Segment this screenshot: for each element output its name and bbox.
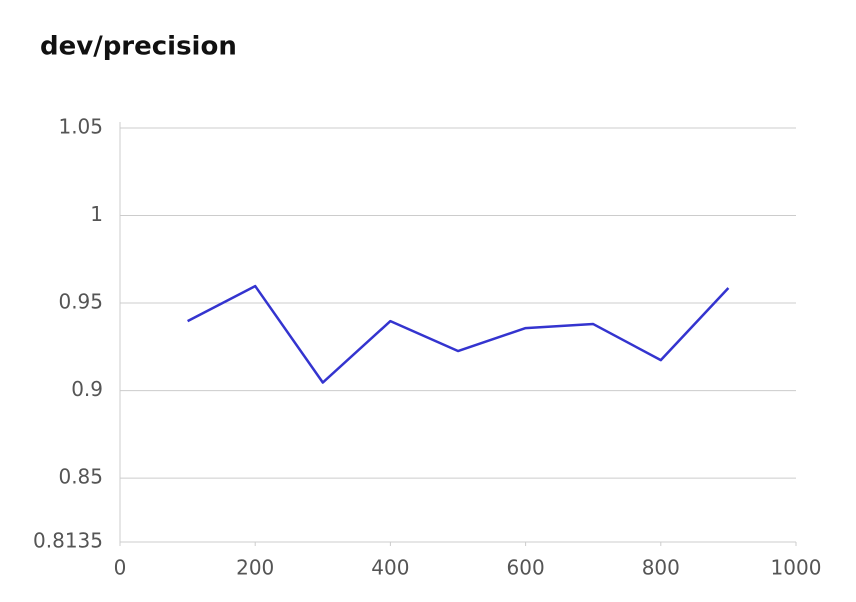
chart-title: dev/precision: [40, 32, 237, 62]
y-tick-label: 1.05: [58, 115, 103, 139]
x-tick-label: 0: [114, 556, 127, 580]
x-tick-label: 400: [371, 556, 409, 580]
x-tick-label: 600: [507, 556, 545, 580]
y-tick-label: 0.85: [58, 465, 103, 489]
x-tick-label: 1000: [771, 556, 822, 580]
series-line: [187, 284, 730, 384]
x-tick-label: 800: [642, 556, 680, 580]
y-tick-label: 0.8135: [33, 529, 103, 553]
x-tick-label: 200: [236, 556, 274, 580]
y-tick-label: 0.9: [71, 377, 103, 401]
y-tick-label: 0.95: [58, 290, 103, 314]
y-tick-label: 1: [90, 202, 103, 226]
